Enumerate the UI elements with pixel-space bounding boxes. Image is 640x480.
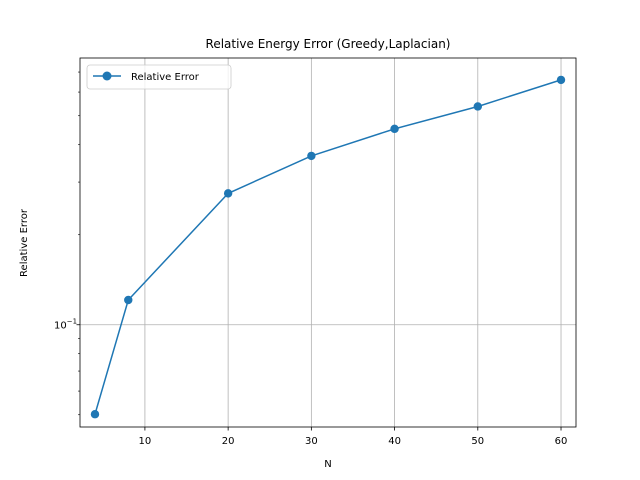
legend-box [86,64,232,90]
data-point [556,75,566,85]
data-point [90,410,100,419]
y-tick-label: 10−1 [54,318,77,332]
chart-title: Relative Energy Error (Greedy,Laplacian) [206,37,451,51]
legend-label: Relative Error [131,72,200,83]
x-axis: 10 20 30 40 50 60 [139,427,568,447]
data-point [124,295,133,305]
data-point [307,151,316,161]
x-tick-label: 50 [471,436,484,447]
legend-marker-swatch [102,71,112,81]
x-tick-label: 40 [388,436,401,447]
data-point [473,102,482,111]
data-point [223,189,233,198]
x-tick-label: 20 [222,436,235,447]
x-tick-label: 10 [139,436,152,447]
grid [80,58,576,427]
y-axis: 10−1 [54,71,80,416]
x-axis-label: N [324,459,331,470]
y-axis-label: Relative Error [19,208,30,277]
legend: Relative Error [86,64,232,90]
plot-frame [79,57,577,428]
data-point [390,124,399,134]
x-tick-label: 30 [305,436,318,447]
series-layer [90,75,566,419]
x-tick-label: 60 [555,436,568,447]
